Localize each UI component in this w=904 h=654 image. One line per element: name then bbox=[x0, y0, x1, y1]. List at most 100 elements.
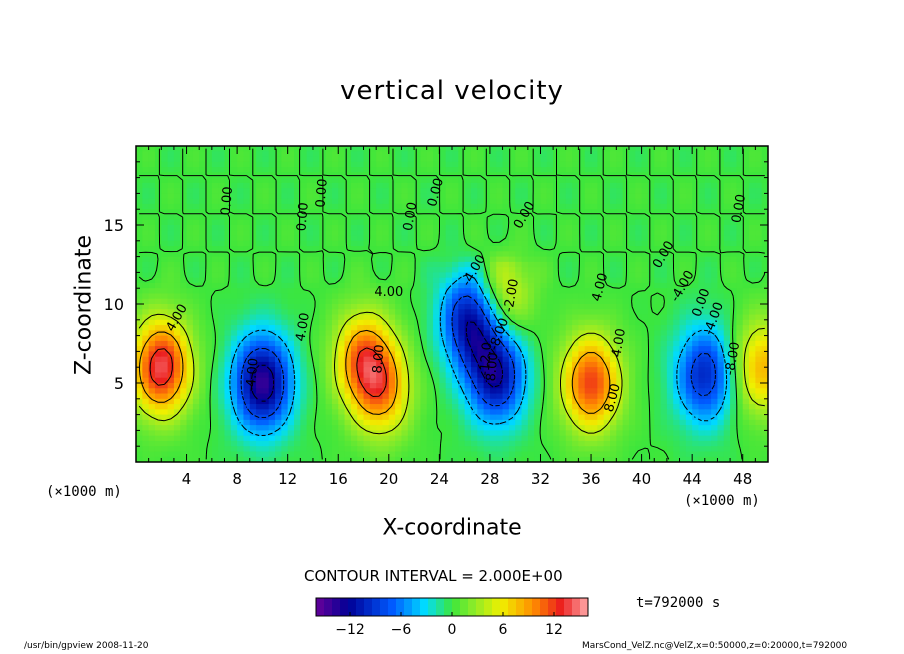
field-cell bbox=[192, 272, 200, 279]
field-cell bbox=[237, 398, 245, 405]
field-cell bbox=[616, 372, 624, 379]
field-cell bbox=[199, 288, 207, 295]
field-cell bbox=[148, 325, 156, 331]
field-cell bbox=[186, 246, 194, 252]
field-cell bbox=[470, 398, 478, 405]
field-cell bbox=[173, 240, 181, 247]
field-cell bbox=[388, 156, 396, 163]
field-cell bbox=[641, 346, 649, 352]
field-cell bbox=[565, 267, 573, 273]
field-cell bbox=[363, 367, 371, 374]
field-cell bbox=[591, 188, 598, 194]
field-cell bbox=[685, 161, 693, 168]
field-cell bbox=[388, 219, 396, 226]
field-cell bbox=[439, 309, 447, 316]
field-cell bbox=[230, 393, 238, 400]
field-cell bbox=[420, 151, 428, 158]
field-cell bbox=[673, 256, 681, 263]
field-cell bbox=[559, 177, 567, 184]
field-cell bbox=[464, 193, 472, 200]
field-cell bbox=[369, 293, 377, 300]
field-cell bbox=[584, 251, 592, 258]
field-cell bbox=[382, 393, 390, 400]
field-cell bbox=[647, 314, 655, 321]
field-cell bbox=[369, 282, 377, 289]
field-cell bbox=[344, 198, 352, 205]
field-cell bbox=[192, 404, 200, 410]
field-cell bbox=[673, 314, 681, 321]
field-cell bbox=[268, 398, 276, 405]
field-cell bbox=[331, 235, 339, 242]
field-cell bbox=[679, 193, 687, 200]
field-cell bbox=[294, 272, 301, 279]
field-cell bbox=[635, 335, 643, 342]
field-cell bbox=[452, 182, 459, 189]
field-cell bbox=[483, 209, 491, 216]
field-cell bbox=[338, 214, 346, 221]
field-cell bbox=[319, 330, 327, 337]
field-cell bbox=[755, 225, 763, 231]
field-cell bbox=[464, 156, 472, 163]
field-cell bbox=[357, 272, 365, 279]
field-cell bbox=[749, 225, 756, 231]
field-cell bbox=[275, 214, 282, 221]
field-cell bbox=[154, 367, 162, 374]
field-cell bbox=[344, 340, 352, 347]
field-cell bbox=[338, 182, 346, 189]
field-cell bbox=[319, 272, 327, 279]
field-cell bbox=[578, 209, 586, 216]
field-cell bbox=[508, 219, 516, 226]
field-cell bbox=[445, 282, 453, 289]
field-cell bbox=[489, 240, 497, 247]
field-cell bbox=[616, 277, 624, 284]
field-cell bbox=[249, 293, 257, 300]
field-cell bbox=[230, 356, 238, 363]
field-cell bbox=[433, 288, 440, 295]
field-cell bbox=[698, 272, 706, 279]
field-cell bbox=[167, 156, 175, 163]
field-cell bbox=[540, 203, 548, 210]
field-cell bbox=[325, 267, 333, 273]
field-cell bbox=[502, 319, 510, 326]
field-cell bbox=[445, 325, 453, 331]
field-cell bbox=[287, 156, 295, 163]
field-cell bbox=[622, 309, 630, 316]
field-cell bbox=[685, 272, 693, 279]
field-cell bbox=[439, 293, 447, 300]
field-cell bbox=[294, 240, 301, 247]
field-cell bbox=[673, 230, 681, 237]
field-cell bbox=[502, 261, 510, 268]
field-cell bbox=[647, 319, 655, 326]
field-cell bbox=[578, 161, 586, 168]
field-cell bbox=[344, 214, 352, 221]
field-cell bbox=[521, 146, 529, 152]
field-cell bbox=[572, 309, 579, 316]
field-cell bbox=[433, 167, 440, 173]
field-cell bbox=[654, 330, 662, 337]
field-cell bbox=[685, 372, 693, 379]
field-cell bbox=[401, 277, 409, 284]
field-cell bbox=[401, 388, 409, 395]
field-cell bbox=[749, 203, 756, 210]
field-cell bbox=[692, 209, 700, 216]
field-cell bbox=[287, 203, 295, 210]
field-cell bbox=[224, 388, 232, 395]
field-cell bbox=[685, 393, 693, 400]
field-cell bbox=[363, 282, 371, 289]
field-cell bbox=[704, 346, 712, 352]
field-cell bbox=[622, 304, 630, 310]
field-cell bbox=[736, 214, 744, 221]
field-cell bbox=[161, 340, 169, 347]
field-cell bbox=[755, 309, 763, 316]
field-cell bbox=[666, 388, 674, 395]
field-cell bbox=[230, 314, 238, 321]
field-cell bbox=[572, 198, 579, 205]
field-cell bbox=[742, 256, 750, 263]
field-cell bbox=[666, 214, 674, 221]
field-cell bbox=[704, 288, 712, 295]
field-cell bbox=[414, 151, 421, 158]
field-cell bbox=[521, 388, 529, 395]
field-cell bbox=[761, 330, 768, 337]
field-cell bbox=[496, 288, 504, 295]
field-cell bbox=[464, 393, 472, 400]
